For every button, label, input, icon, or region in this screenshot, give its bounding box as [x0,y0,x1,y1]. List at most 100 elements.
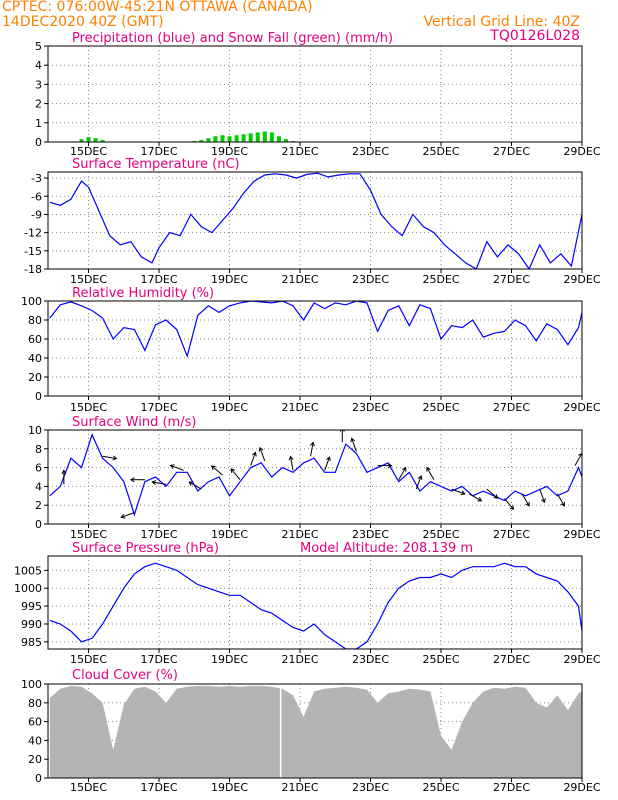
y-tick-label: 100 [21,295,42,308]
snow-bar [100,140,105,142]
y-tick-label: 20 [28,753,42,766]
x-tick-label: 27DEC [493,273,530,286]
y-tick-label: 2 [35,98,42,111]
x-tick-label: 15DEC [70,653,107,666]
panel-title: Relative Humidity (%) [72,286,214,301]
y-tick-label: -12 [24,227,42,240]
wind-arrowhead [417,475,423,480]
x-tick-label: 27DEC [493,401,530,414]
wind-arrow [102,455,117,460]
y-tick-label: 40 [28,352,42,365]
wind-arrow [398,467,407,480]
snow-bar [227,136,232,142]
y-tick-label: 80 [28,697,42,710]
panel-frame [47,171,583,270]
wind-arrow [230,468,241,481]
wind-arrow [121,512,135,518]
header-date: 14DEC2020 40Z (GMT) [2,14,164,30]
panel-frame [47,300,583,397]
panel-5: 0 20 40 60 80 100 15DEC 17DEC 19DEC 21DEC 23DEC 25D… [21,668,601,794]
wind-arrow [451,488,465,495]
x-tick-label: 21DEC [281,781,318,794]
y-tick-label: -3 [31,172,42,185]
wind-arrow [504,498,514,510]
wind-arrowhead [541,498,546,504]
wind-arrow [468,493,482,502]
y-tick-label: 0 [35,136,42,149]
x-tick-label: 23DEC [352,528,389,541]
snow-bar [276,136,281,142]
snow-bar [283,139,288,142]
x-tick-label: 23DEC [352,653,389,666]
series-line [49,562,582,649]
x-tick-label: 27DEC [493,528,530,541]
snow-bar [213,136,218,142]
y-tick-label: 1005 [14,564,42,577]
series-line [49,301,582,359]
snow-bar [206,138,211,142]
panel-data [49,562,582,649]
wind-arrow [486,488,498,499]
x-tick-label: 19DEC [211,653,248,666]
y-tick-label: 1000 [14,582,42,595]
y-tick-label: 4 [35,480,42,493]
y-tick-label: 1 [35,117,42,130]
wind-arrow [259,447,266,462]
panel-title: Surface Temperature (nC) [72,157,240,172]
y-tick-label: -18 [24,263,42,276]
panel-frame [47,683,583,779]
wind-arrowhead [560,501,565,507]
x-tick-label: 17DEC [140,145,177,158]
panel-0: 0 1 2 3 4 5 15DEC 17DEC 19DEC 21DEC 23DEC 25DEC 27DE… [35,31,601,158]
x-tick-label: 19DEC [211,401,248,414]
wind-arrowhead [61,469,67,475]
x-tick-label: 23DEC [352,401,389,414]
wind-arrowhead [525,501,530,507]
y-tick-label: 995 [21,600,42,613]
snow-bar [262,131,267,142]
wind-arrowhead [129,477,135,483]
snow-bar [255,132,260,142]
x-tick-label: 25DEC [422,528,459,541]
wind-arrow [351,438,357,452]
y-tick-label: 0 [35,518,42,531]
wind-arrowhead [230,468,236,474]
wind-arrowhead [112,455,118,461]
x-tick-label: 29DEC [563,401,600,414]
snow-bar [248,133,253,142]
wind-arrow [310,442,314,457]
x-tick-label: 21DEC [281,273,318,286]
x-tick-label: 23DEC [352,781,389,794]
x-tick-label: 15DEC [70,401,107,414]
x-tick-label: 27DEC [493,781,530,794]
header-location: CPTEC: 076:00W-45:21N OTTAWA (CANADA) [2,0,313,15]
x-tick-label: 27DEC [493,145,530,158]
x-tick-label: 15DEC [70,528,107,541]
wind-arrowhead [258,446,264,452]
wind-arrow [152,481,167,485]
wind-arrowhead [509,505,515,510]
snow-bar [93,138,98,142]
x-tick-label: 19DEC [211,528,248,541]
header-grid-line: Vertical Grid Line: 40Z [423,14,580,30]
y-tick-label: 60 [28,333,42,346]
x-tick-label: 29DEC [563,781,600,794]
x-tick-label: 29DEC [563,145,600,158]
y-tick-label: 20 [28,371,42,384]
panel-frame [47,45,583,143]
x-tick-label: 17DEC [140,401,177,414]
y-tick-label: 985 [21,636,42,649]
x-tick-label: 23DEC [352,273,389,286]
y-tick-label: 3 [35,78,42,91]
wind-arrow [188,481,202,490]
x-tick-label: 25DEC [422,653,459,666]
panel-data [49,684,582,778]
wind-arrowhead [120,513,126,519]
wind-arrowhead [350,437,356,443]
x-tick-label: 17DEC [140,781,177,794]
y-tick-label: 0 [35,390,42,403]
x-tick-label: 29DEC [563,528,600,541]
wind-arrow [521,493,530,507]
panel-frame [47,555,583,650]
